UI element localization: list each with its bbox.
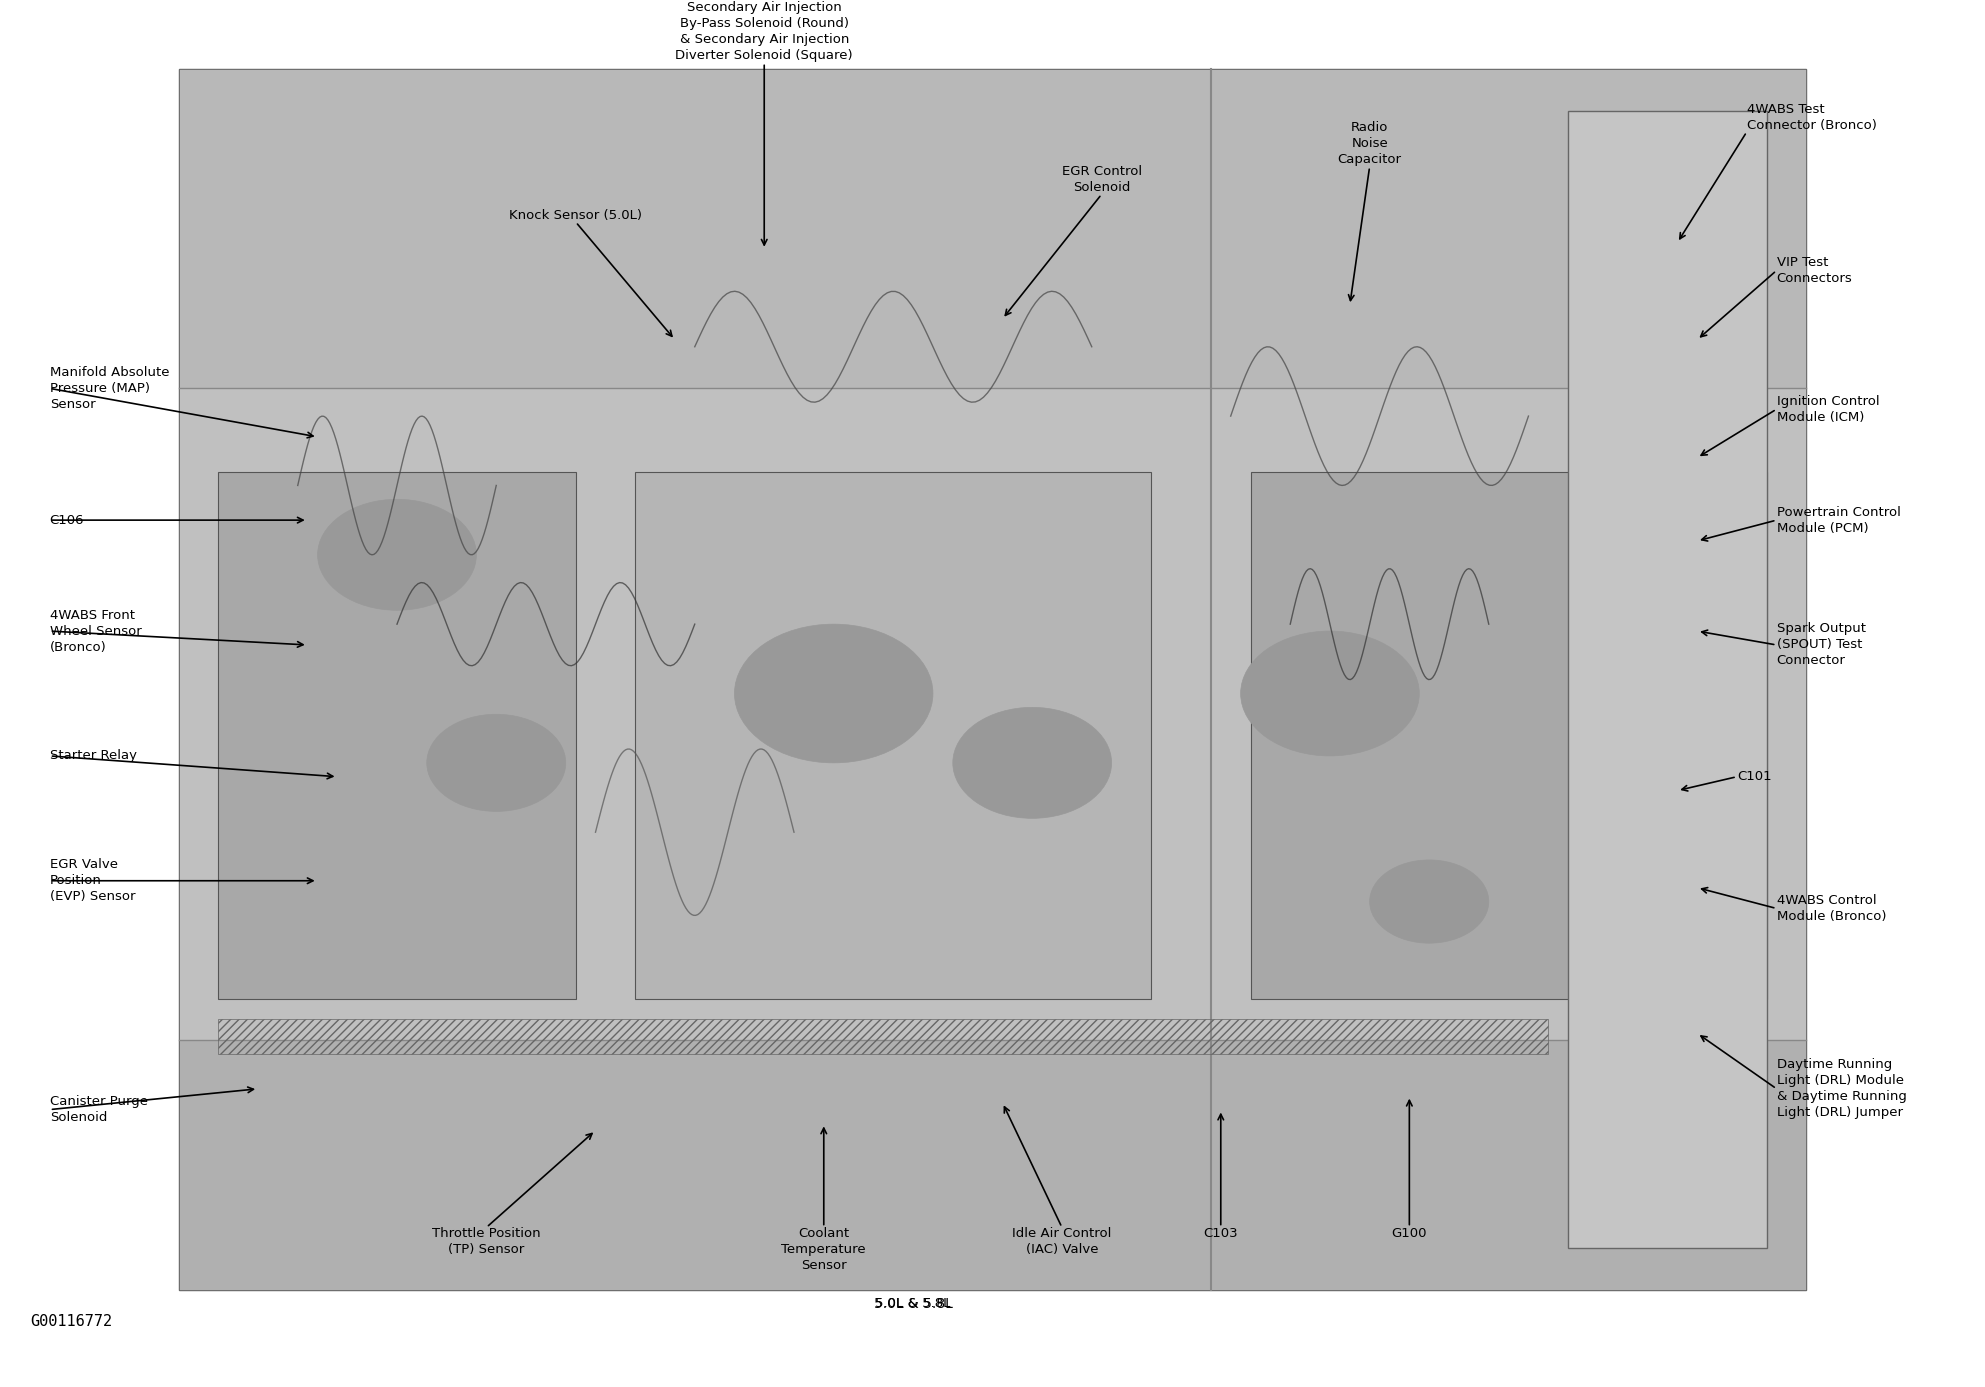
Text: C101: C101: [1737, 770, 1771, 784]
Bar: [179, 69, 1806, 1290]
Text: G00116772: G00116772: [30, 1313, 111, 1329]
Text: G100: G100: [1391, 1227, 1427, 1240]
Circle shape: [953, 707, 1112, 818]
Text: Spark Output
(SPOUT) Test
Connector: Spark Output (SPOUT) Test Connector: [1777, 623, 1866, 667]
Circle shape: [427, 714, 566, 811]
Text: 4WABS Test
Connector (Bronco): 4WABS Test Connector (Bronco): [1747, 103, 1876, 132]
Text: EGR Control
Solenoid: EGR Control Solenoid: [1062, 165, 1141, 194]
Bar: [179, 69, 1806, 388]
Text: 5.0L & 5.8L: 5.0L & 5.8L: [875, 1297, 951, 1311]
Text: Throttle Position
(TP) Sensor: Throttle Position (TP) Sensor: [433, 1227, 540, 1257]
Bar: [179, 1040, 1806, 1290]
Text: 4WABS Control
Module (Bronco): 4WABS Control Module (Bronco): [1777, 895, 1886, 922]
Text: Manifold Absolute
Pressure (MAP)
Sensor: Manifold Absolute Pressure (MAP) Sensor: [50, 366, 169, 411]
Bar: [218, 472, 576, 999]
Text: EGR Valve
Position
(EVP) Sensor: EGR Valve Position (EVP) Sensor: [50, 859, 135, 903]
Text: 5.0L & 5.8L: 5.0L & 5.8L: [873, 1297, 953, 1311]
Text: Coolant
Temperature
Sensor: Coolant Temperature Sensor: [782, 1227, 865, 1272]
Circle shape: [734, 624, 933, 763]
Text: Starter Relay: Starter Relay: [50, 749, 137, 763]
Text: Radio
Noise
Capacitor: Radio Noise Capacitor: [1338, 122, 1401, 166]
Text: C106: C106: [50, 513, 83, 527]
Text: Powertrain Control
Module (PCM): Powertrain Control Module (PCM): [1777, 506, 1900, 534]
Circle shape: [1370, 860, 1489, 943]
Circle shape: [1241, 631, 1419, 756]
Text: VIP Test
Connectors: VIP Test Connectors: [1777, 257, 1852, 284]
Bar: [1568, 111, 1767, 1248]
Bar: [1251, 472, 1767, 999]
Text: Canister Purge
Solenoid: Canister Purge Solenoid: [50, 1096, 147, 1123]
Circle shape: [318, 499, 476, 610]
Text: Idle Air Control
(IAC) Valve: Idle Air Control (IAC) Valve: [1012, 1227, 1112, 1257]
Text: Daytime Running
Light (DRL) Module
& Daytime Running
Light (DRL) Jumper: Daytime Running Light (DRL) Module & Day…: [1777, 1058, 1906, 1119]
Bar: [218, 1019, 1548, 1054]
Bar: [179, 388, 1806, 1040]
Text: Secondary Air Injection
By-Pass Solenoid (Round)
& Secondary Air Injection
Diver: Secondary Air Injection By-Pass Solenoid…: [675, 1, 854, 62]
Bar: [635, 472, 1151, 999]
Text: Knock Sensor (5.0L): Knock Sensor (5.0L): [508, 209, 643, 222]
Text: C103: C103: [1203, 1227, 1239, 1240]
Text: 4WABS Front
Wheel Sensor
(Bronco): 4WABS Front Wheel Sensor (Bronco): [50, 609, 141, 653]
Text: Ignition Control
Module (ICM): Ignition Control Module (ICM): [1777, 395, 1880, 423]
